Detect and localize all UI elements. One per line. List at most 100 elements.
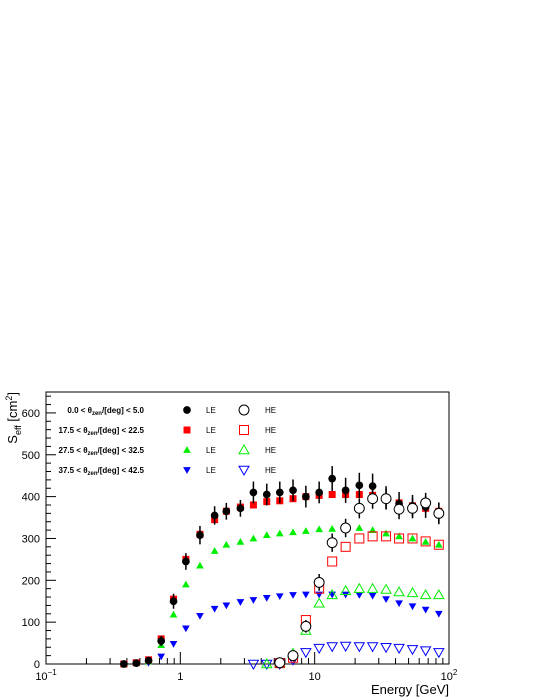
data-point [393,503,405,515]
data-point [182,557,190,566]
data-point [354,533,365,544]
x-tick-label: 1 [177,671,183,683]
data-point [196,531,204,539]
data-point [236,599,245,606]
data-point [249,597,258,604]
data-point [340,541,351,552]
data-point [287,650,299,662]
data-point [157,653,166,661]
data-point [395,532,403,540]
data-point [406,645,419,656]
data-point [315,488,324,497]
y-tick-label: 300 [22,533,40,545]
data-point [210,511,219,520]
legend-marker-le [183,446,191,453]
data-point [274,657,286,669]
legend-range-label: 37.5 < θzen/[deg] < 42.5 [59,466,145,477]
data-point [380,583,392,594]
legend-marker-le [183,467,191,474]
legend-he-label: HE [265,426,276,435]
data-point [433,507,445,519]
legend-marker-he [238,404,250,416]
data-point [275,593,284,601]
data-point [315,525,324,533]
data-point [169,597,178,606]
data-point [421,606,430,614]
data-point [249,488,258,497]
data-point [419,588,432,600]
data-point [380,643,392,654]
x-tick-label: 10−1 [35,668,57,683]
legend-marker-he [238,444,250,455]
y-tick-label: 200 [22,575,40,587]
data-point [260,658,273,669]
data-point [340,522,352,534]
data-point [275,488,284,497]
data-point [407,502,418,514]
data-point [382,596,390,603]
legend: 0.0 < θzen/[deg] < 5.0 LE HE 17.5 < θzen/[d… [59,404,276,477]
data-point [368,482,377,491]
data-point [302,527,310,534]
data-point [433,539,444,550]
legend-he-label: HE [265,446,276,455]
data-point [275,529,284,537]
data-point [355,481,364,490]
data-point [394,533,405,544]
data-point [328,474,337,483]
x-tick-label: 102 [441,668,458,683]
data-point [300,620,312,632]
data-point [289,486,297,495]
data-point [368,592,377,600]
data-point [339,641,352,652]
legend-le-label: LE [206,446,216,455]
data-point [421,537,430,545]
y-tick-label: 0 [34,659,40,671]
data-point [341,591,350,599]
data-point [420,536,431,547]
data-point [289,592,297,599]
data-point [222,540,231,548]
data-point [222,507,231,516]
legend-marker-he [238,465,250,476]
data-point [328,524,337,532]
data-point [406,586,419,598]
data-point [327,556,338,567]
data-point [210,605,219,613]
data-point [420,497,432,509]
data-point [144,656,153,665]
data-point [419,646,432,657]
y-axis-title: Seff [cm2] [4,392,23,444]
axis-ticks: 10−1 1 10 102 0 100 200 300 400 500 600 [22,395,458,683]
data-point [120,660,128,668]
data-point [262,531,271,539]
data-point [182,625,190,633]
data-point [132,659,141,668]
data-point [367,493,379,505]
data-point [196,612,204,620]
data-point [339,584,352,595]
data-point [353,582,366,593]
data-point [249,534,258,542]
data-point [262,490,271,499]
data-point [381,531,392,542]
data-point [157,637,166,645]
data-point [353,502,365,514]
data-point [313,597,325,608]
y-tick-label: 600 [22,408,40,420]
data-point [328,491,336,499]
data-point [366,582,379,593]
data-point [341,486,350,495]
data-point [366,642,379,653]
data-point [210,547,219,554]
y-tick-label: 400 [22,492,40,504]
data-point [393,643,405,655]
data-point [433,648,445,659]
legend-le-label: LE [206,406,216,415]
x-tick-label: 10 [309,671,321,683]
data-point [302,492,310,501]
data-point [249,501,257,509]
legend-range-label: 17.5 < θzen/[deg] < 22.5 [59,426,145,437]
legend-le-label: LE [206,466,216,475]
